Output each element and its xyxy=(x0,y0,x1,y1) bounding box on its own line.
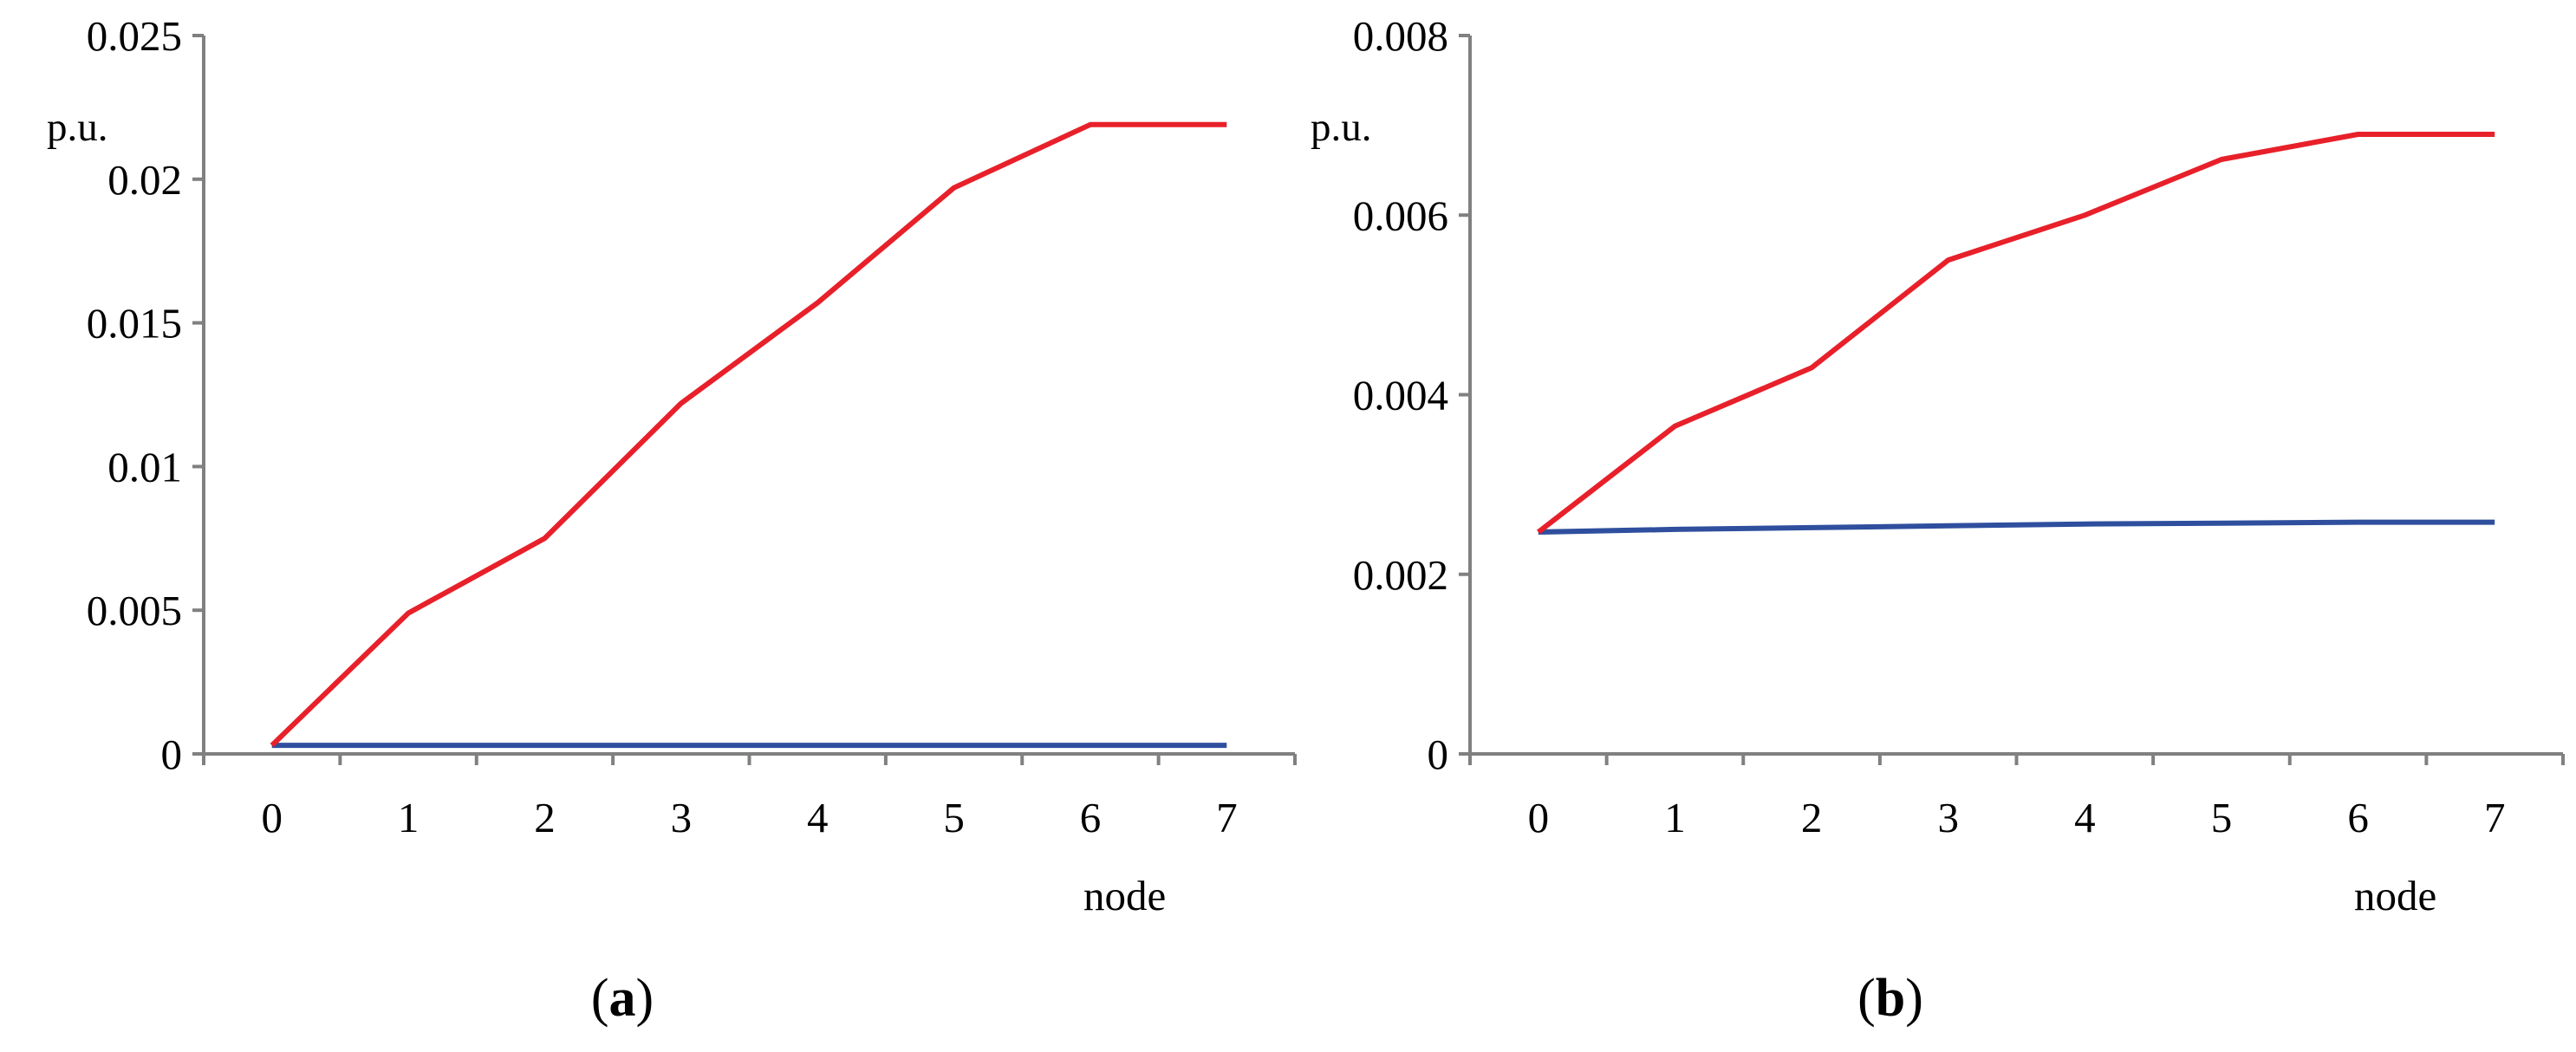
ticks-layer-b: 0 0.002 0.004 0.006 0.008 0 1 2 3 4 5 6 7 xyxy=(1353,12,2565,841)
y-tick-label: 0 xyxy=(161,731,183,778)
x-tick-label: 0 xyxy=(261,794,283,841)
series-layer-a xyxy=(270,121,1227,749)
panel-label-a: (a) xyxy=(591,969,654,1028)
x-axis-title-a: node xyxy=(1083,872,1166,919)
x-tick-label: 5 xyxy=(943,794,965,841)
series-line-blue-b xyxy=(1538,519,2495,535)
x-tick-label: 6 xyxy=(2347,794,2369,841)
panel-letter-a: a xyxy=(609,969,636,1028)
chart-panel-a: 0 0.005 0.01 0.015 0.02 0.025 0 1 2 3 4 5 6 7 p.u. no… xyxy=(47,12,1297,1028)
x-axis-title-b: node xyxy=(2354,872,2436,919)
series-layer-b xyxy=(1536,132,2495,535)
panel-letter-b: b xyxy=(1876,969,1905,1028)
y-tick-label: 0.02 xyxy=(107,156,182,204)
x-tick-label: 2 xyxy=(1801,794,1823,841)
series-line-red-a xyxy=(270,121,1227,748)
y-tick-label: 0.004 xyxy=(1353,372,1448,419)
x-tick-label: 5 xyxy=(2211,794,2233,841)
y-tick-label: 0.008 xyxy=(1353,12,1448,60)
panel-label-b: (b) xyxy=(1857,969,1923,1028)
y-unit-label-a: p.u. xyxy=(47,105,108,150)
x-tick-label: 0 xyxy=(1528,794,1550,841)
series-line-red-b xyxy=(1536,132,2495,535)
x-tick-label: 1 xyxy=(1664,794,1686,841)
x-tick-label: 4 xyxy=(807,794,829,841)
y-tick-label: 0.006 xyxy=(1353,192,1448,239)
y-unit-label-b: p.u. xyxy=(1311,105,1372,150)
y-tick-label: 0.005 xyxy=(87,587,182,634)
y-tick-label: 0 xyxy=(1428,731,1449,778)
x-tick-label: 4 xyxy=(2074,794,2096,841)
x-tick-label: 3 xyxy=(671,794,693,841)
x-tick-label: 3 xyxy=(1937,794,1959,841)
x-tick-label: 7 xyxy=(2484,794,2506,841)
x-tick-label: 1 xyxy=(398,794,420,841)
y-tick-label: 0.025 xyxy=(87,12,182,60)
x-tick-label: 6 xyxy=(1080,794,1102,841)
x-tick-label: 7 xyxy=(1216,794,1238,841)
x-tick-label: 2 xyxy=(534,794,556,841)
y-tick-label: 0.01 xyxy=(107,443,182,490)
y-tick-label: 0.015 xyxy=(87,300,182,347)
y-tick-label: 0.002 xyxy=(1353,551,1448,599)
ticks-layer-a: 0 0.005 0.01 0.015 0.02 0.025 0 1 2 3 4 5 6 7 xyxy=(87,12,1297,841)
